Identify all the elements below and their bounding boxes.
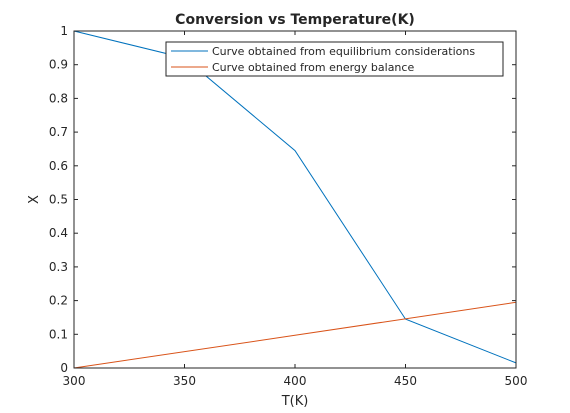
legend-entry-equilibrium: Curve obtained from equilibrium consider… (212, 45, 475, 58)
x-tick-label: 450 (394, 374, 417, 388)
y-tick-label: 0.7 (49, 125, 68, 139)
x-tick-label: 400 (284, 374, 307, 388)
legend: Curve obtained from equilibrium consider… (165, 41, 504, 77)
x-axis-ticks: 300 350 400 450 500 (63, 31, 528, 388)
plot-area-frame (73, 30, 517, 369)
y-tick-label: 0 (60, 361, 68, 375)
y-tick-label: 0.5 (49, 193, 68, 207)
y-tick-label: 0.2 (49, 294, 68, 308)
x-tick-label: 350 (173, 374, 196, 388)
y-axis-label: X (27, 195, 42, 204)
plot-series (73, 30, 517, 369)
legend-box (165, 41, 504, 77)
y-tick-label: 0.8 (49, 91, 68, 105)
y-tick-label: 0.4 (49, 226, 68, 240)
x-tick-label: 500 (505, 374, 528, 388)
series-line-1 (73, 301, 517, 369)
chart-title: Conversion vs Temperature(K) (175, 12, 415, 28)
y-tick-label: 0.9 (49, 58, 68, 72)
y-tick-label: 0.3 (49, 260, 68, 274)
y-tick-label: 1 (60, 24, 68, 38)
x-axis-label: T(K) (281, 394, 309, 409)
y-tick-label: 0.1 (49, 327, 68, 341)
y-tick-label: 0.6 (49, 159, 68, 173)
series-line-0 (73, 30, 517, 364)
x-tick-label: 300 (63, 374, 86, 388)
legend-entry-energy-balance: Curve obtained from energy balance (212, 61, 414, 74)
y-axis-ticks: 0 0.1 0.2 0.3 0.4 0.5 0.6 0.7 0.8 0.9 1 (49, 24, 516, 375)
